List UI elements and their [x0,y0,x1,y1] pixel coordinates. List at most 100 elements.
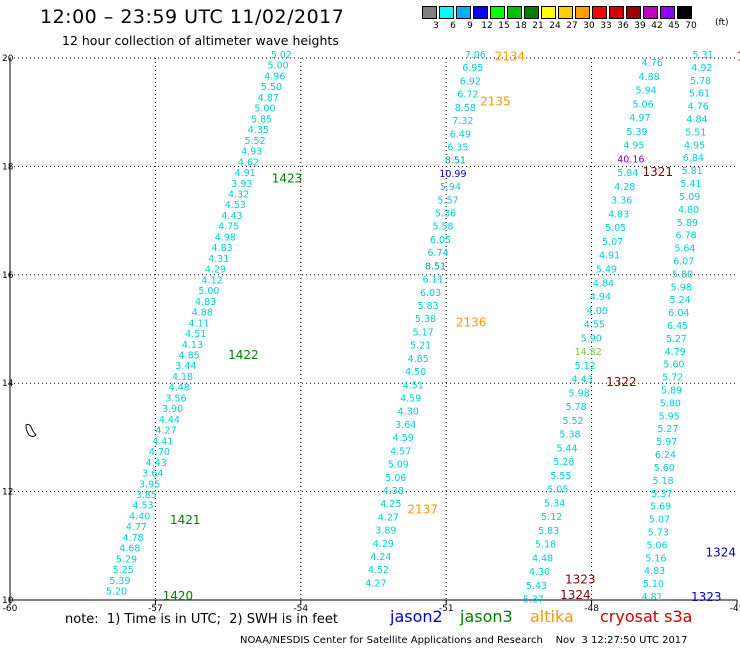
swh-value: 5.07 [602,237,623,248]
legend-swatch [439,6,454,19]
swh-value: 4.29 [373,539,394,550]
swh-value: 4.43 [572,375,593,386]
swh-value: 6.74 [427,248,448,259]
swh-value: 4.24 [370,552,391,563]
swh-value: 5.06 [646,540,667,551]
swh-value: 4.32 [228,190,249,201]
pass-time-label: 1323 [565,573,596,587]
swh-value: 5.16 [645,553,666,564]
swh-value: 4.53 [132,501,153,512]
swh-value: 4.11 [188,318,209,329]
swh-value: 3.44 [175,361,196,372]
swh-value: 4.51 [185,329,206,340]
swh-value: 5.80 [672,269,693,280]
legend-label: 9 [467,21,473,31]
swh-value: 4.59 [393,433,414,444]
swh-value: 5.94 [636,86,657,97]
swh-value: 6.84 [683,153,704,164]
swh-value: 5.05 [547,485,568,496]
swh-value: 4.30 [529,567,550,578]
swh-value: 4.55 [584,320,605,331]
satellite-jason2-label: jason2 [390,607,443,626]
swh-value: 6.03 [420,288,441,299]
swh-value: 6.05 [430,235,451,246]
swh-value: 4.91 [235,168,256,179]
swh-value: 5.31 [692,50,713,61]
swh-value: 6.72 [457,90,478,101]
swh-value: 4.29 [205,265,226,276]
legend-label: 18 [515,21,527,31]
swh-value: 7.32 [452,116,473,127]
swh-value: 4.98 [215,232,236,243]
footnote: note: 1) Time is in UTC; 2) SWH is in fe… [65,612,338,627]
swh-value: 4.84 [593,278,614,289]
credit-line: NOAA/NESDIS Center for Satellite Applica… [240,635,688,646]
swh-value: 5.17 [413,327,434,338]
swh-value: 5.98 [671,282,692,293]
x-tick-label: -51 [439,604,454,614]
legend-label: 6 [450,21,456,31]
swh-value: 4.43 [221,211,242,222]
swh-value: 4.43 [146,458,167,469]
swh-value: 4.48 [532,553,553,564]
swh-value: 5.83 [418,301,439,312]
swh-value: 4.41 [152,436,173,447]
swh-value: 4.25 [380,499,401,510]
swh-value: 4.48 [169,383,190,394]
swh-value: 4.94 [590,292,611,303]
swh-value: 4.68 [119,544,140,555]
swh-value: 5.25 [113,565,134,576]
swh-value: 4.93 [241,147,262,158]
swh-value: 6.24 [655,450,676,461]
swh-value: 5.09 [388,460,409,471]
legend-label: 15 [498,21,510,31]
swh-value: 3.90 [162,404,183,415]
pass-time-label: 1423 [272,172,303,186]
legend-swatch [456,6,471,19]
swh-value: 5.89 [661,386,682,397]
swh-value: 5.00 [254,104,275,115]
pass-time-label: 2135 [480,95,511,109]
y-tick-label: 20 [2,54,14,64]
legend-label: 30 [583,21,595,31]
legend-swatch [592,6,607,19]
legend-label: 3 [433,21,439,31]
swh-value: 4.57 [390,446,411,457]
pass-time-label: 1421 [170,513,201,527]
swh-value: 5.38 [415,314,436,325]
swh-value: 4.18 [172,372,193,383]
swh-value: 4.27 [365,578,386,589]
swh-value: 4.52 [368,565,389,576]
map-subtitle: 12 hour collection of altimeter wave hei… [62,33,339,48]
swh-value: 4.85 [179,350,200,361]
swh-value: 4.95 [684,140,705,151]
swh-value: 5.80 [660,398,681,409]
swh-value: 5.12 [541,512,562,523]
swh-value: 6.07 [673,256,694,267]
swh-value: 4.62 [238,157,259,168]
swh-value: 4.87 [258,93,279,104]
swh-value: 5.41 [680,179,701,190]
swh-value: 5.94 [440,182,461,193]
y-tick-label: 18 [2,162,14,172]
swh-value: 5.57 [437,195,458,206]
swh-value: 4.96 [264,71,285,82]
legend-swatch [575,6,590,19]
legend-label: 70 [685,21,697,31]
pass-time-label: 2134 [495,50,526,64]
swh-value: 4.81 [642,592,663,603]
swh-value: 5.83 [538,526,559,537]
legend-swatch [524,6,539,19]
x-tick-label: -45 [730,604,740,614]
swh-value: 14.82 [575,347,602,358]
swh-value: 4.28 [614,182,635,193]
swh-value: 3.56 [165,393,186,404]
swh-value: 3.64 [395,420,416,431]
legend-swatch [490,6,505,19]
swh-value: 5.61 [689,89,710,100]
swh-value: 8.51 [445,156,466,167]
swh-value: 5.84 [617,168,638,179]
swh-value: 5.06 [385,473,406,484]
swh-value: 3.64 [142,469,163,480]
swh-value: 5.85 [251,114,272,125]
